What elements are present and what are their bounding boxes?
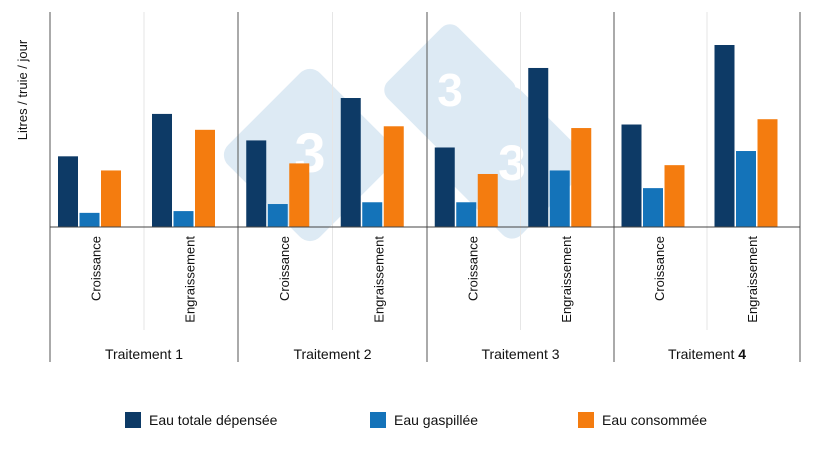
bar [267, 204, 288, 227]
bar [528, 67, 549, 227]
group-label-number: 4 [738, 346, 746, 362]
legend-item: Eau totale dépensée [125, 412, 277, 428]
category-tick-label: Engraissement [745, 236, 760, 323]
watermark-digit: 3 [498, 135, 526, 191]
category-tick-label: Engraissement [559, 236, 574, 323]
group-label-number: 3 [552, 346, 560, 362]
bar [477, 173, 498, 227]
bar [340, 98, 361, 228]
watermark-digit: 3 [437, 64, 463, 116]
category-tick-label: Croissance [465, 236, 480, 301]
bar [173, 211, 194, 227]
group-label-text: Traitement [481, 346, 551, 362]
legend: Eau totale dépensée Eau gaspillée Eau cons… [0, 412, 820, 442]
bar [549, 170, 570, 227]
bar [664, 165, 685, 227]
group-label-text: Traitement [105, 346, 175, 362]
group-label-text: Traitement [668, 346, 738, 362]
bar [289, 163, 310, 227]
bar [152, 113, 172, 227]
bar [736, 151, 756, 227]
category-tick-label: Croissance [89, 236, 104, 301]
group-label-number: 2 [364, 346, 372, 362]
category-tick-label: Engraissement [371, 236, 386, 323]
category-tick-label: Croissance [277, 236, 292, 301]
bar [362, 202, 383, 227]
bar [714, 45, 735, 227]
bar [621, 124, 642, 227]
bar [643, 188, 663, 227]
bar [571, 128, 592, 227]
y-axis-label: Litres / truie / jour [15, 39, 30, 140]
bar [456, 202, 477, 227]
bar [101, 170, 121, 227]
group-label: Traitement 2 [293, 346, 371, 362]
legend-label: Eau gaspillée [394, 412, 479, 428]
legend-item: Eau gaspillée [370, 412, 478, 428]
legend-label: Eau consommée [602, 412, 708, 428]
bar [383, 126, 404, 227]
category-tick-label: Engraissement [183, 236, 198, 323]
bar [58, 156, 78, 227]
bar [79, 212, 100, 227]
legend-swatch [578, 412, 594, 428]
category-tick-label: Croissance [652, 236, 667, 301]
chart: 3 3 3 Croissance Engraissement Traitement … [15, 12, 801, 362]
legend-item: Eau consommée [578, 412, 707, 428]
bar [757, 119, 778, 227]
bar [434, 147, 455, 227]
bar [195, 129, 215, 227]
group-label: Traitement 4 [668, 346, 746, 362]
legend-swatch [125, 412, 141, 428]
group-label-number: 1 [175, 346, 183, 362]
legend-swatch [370, 412, 386, 428]
group-label: Traitement 1 [105, 346, 183, 362]
group-label: Traitement 3 [481, 346, 559, 362]
group-label-text: Traitement [293, 346, 363, 362]
bar [246, 140, 267, 227]
legend-label: Eau totale dépensée [149, 412, 278, 428]
